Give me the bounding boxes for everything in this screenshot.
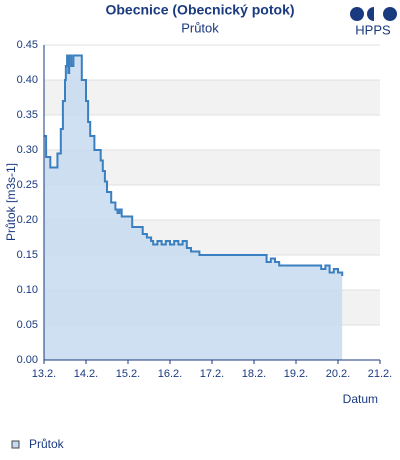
line xyxy=(44,54,344,276)
x-tick-label: 21.2. xyxy=(368,368,392,380)
legend-label: Průtok xyxy=(29,437,65,451)
grid-band xyxy=(44,80,380,115)
y-tick-label: 0.20 xyxy=(17,214,38,226)
logo-half xyxy=(367,7,374,21)
y-tick-label: 0.40 xyxy=(17,74,38,86)
x-tick-label: 14.2. xyxy=(74,368,98,380)
y-tick-label: 0.05 xyxy=(17,319,38,331)
y-tick-label: 0.35 xyxy=(17,109,38,121)
chart-subtitle: Průtok xyxy=(181,20,219,35)
x-axis-label: Datum xyxy=(343,392,378,406)
y-tick-label: 0.10 xyxy=(17,284,38,296)
x-tick-label: 19.2. xyxy=(284,368,308,380)
y-tick-label: 0.00 xyxy=(17,354,38,366)
x-tick-label: 20.2. xyxy=(326,368,350,380)
y-tick-label: 0.30 xyxy=(17,144,38,156)
x-tick-label: 15.2. xyxy=(116,368,140,380)
y-tick-label: 0.25 xyxy=(17,179,38,191)
logo-text: HPPS xyxy=(355,22,391,37)
x-tick-label: 17.2. xyxy=(200,368,224,380)
logo: HPPS xyxy=(350,7,397,37)
x-tick-label: 13.2. xyxy=(32,368,56,380)
area xyxy=(44,55,343,360)
y-axis-label: Průtok [m3s-1] xyxy=(4,163,18,241)
legend-swatch xyxy=(11,440,20,449)
chart-title: Obecnice (Obecnický potok) xyxy=(105,2,294,18)
x-tick-label: 16.2. xyxy=(158,368,182,380)
x-tick-label: 18.2. xyxy=(242,368,266,380)
logo-circle xyxy=(350,7,364,21)
logo-circle xyxy=(383,7,397,21)
y-tick-label: 0.15 xyxy=(17,249,38,261)
y-tick-label: 0.45 xyxy=(17,39,38,51)
